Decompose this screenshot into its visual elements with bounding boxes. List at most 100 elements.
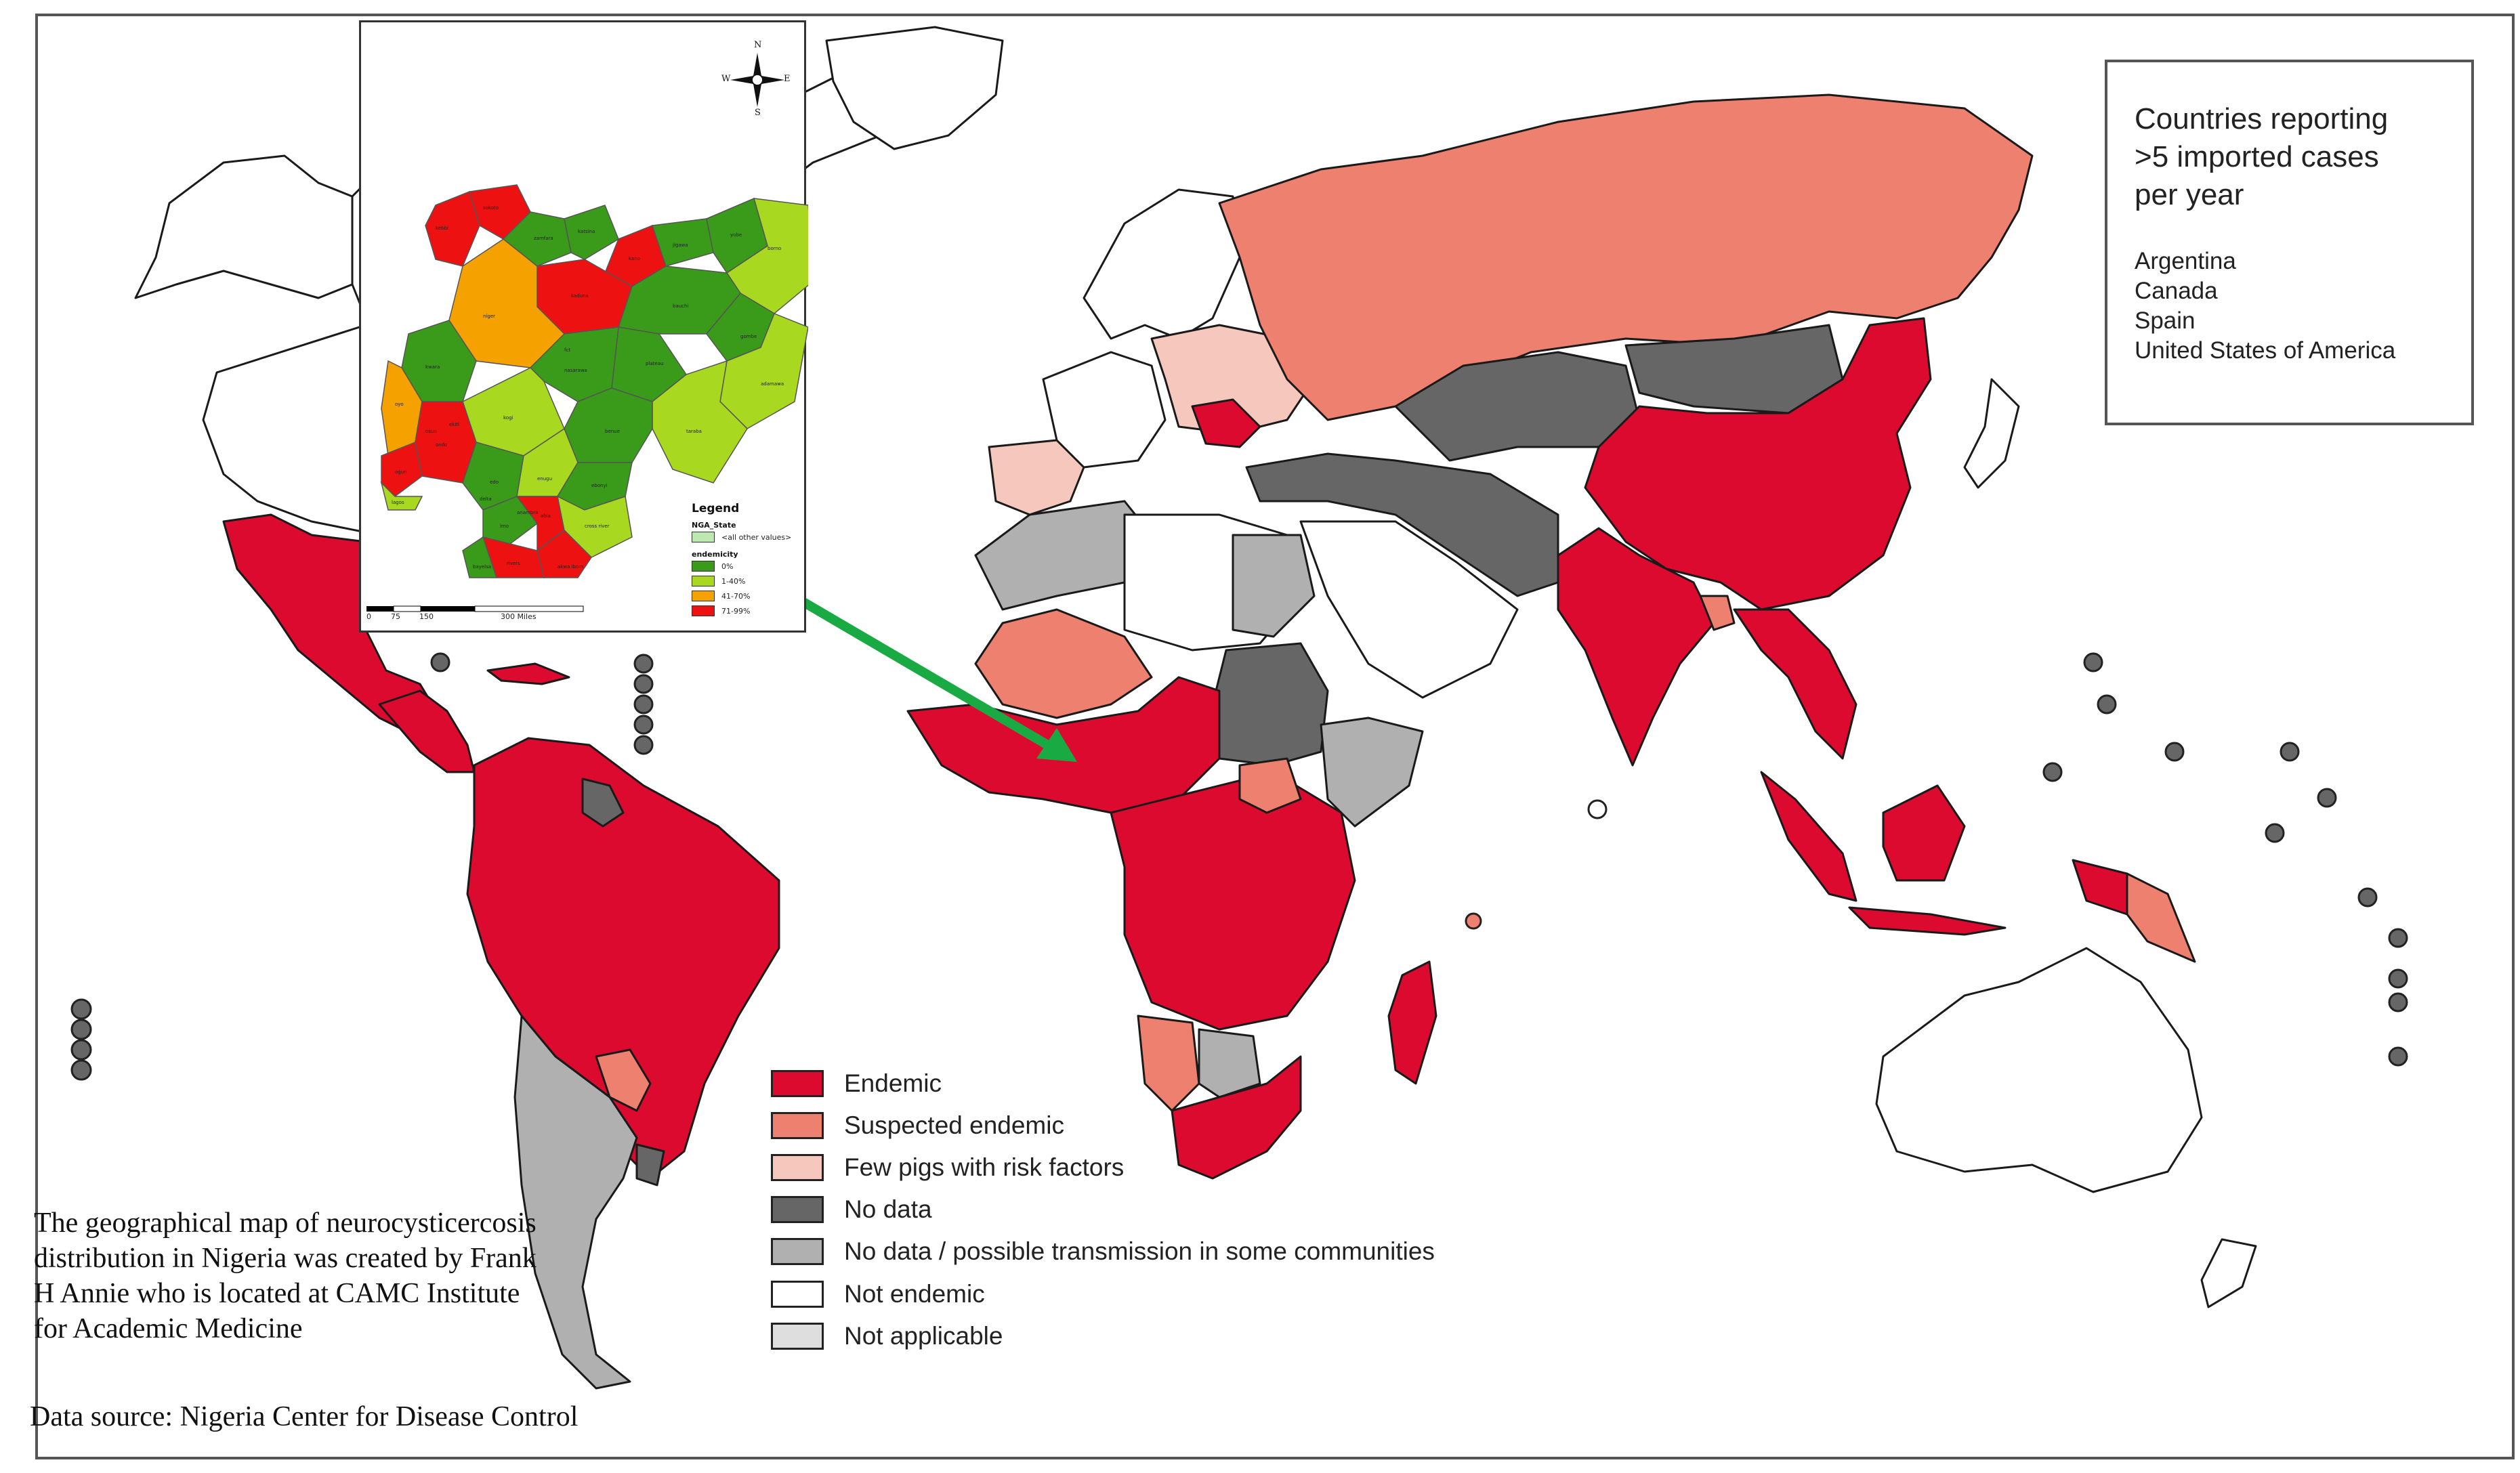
island-dot <box>2083 652 2103 673</box>
country-scandinavia <box>1083 188 1241 340</box>
scale-bar-segment <box>421 606 475 612</box>
imported-cases-title: Countries reporting >5 imported cases pe… <box>2135 102 2389 211</box>
country-paraguay <box>595 1048 652 1112</box>
imported-cases-country: Canada <box>2135 278 2218 304</box>
inset-legend-swatch <box>692 532 715 542</box>
legend-row: Suspected endemic <box>771 1111 1064 1140</box>
legend-swatch <box>771 1154 824 1181</box>
state-katsina <box>564 205 619 260</box>
inset-legend-label: 0% <box>721 561 734 571</box>
state-label: kwara <box>425 364 440 370</box>
state-label: ondo <box>436 442 448 448</box>
scale-bar-segment <box>474 605 584 612</box>
state-label: katsina <box>578 229 595 234</box>
island-dot <box>70 1059 92 1081</box>
inset-field-name: endemicity <box>692 550 738 559</box>
island-dot <box>633 714 654 735</box>
island-dot <box>2265 823 2285 843</box>
country-greenland <box>825 26 1004 150</box>
island-dot <box>633 674 654 694</box>
scale-bar-label: 0 <box>366 612 371 621</box>
state-label: imo <box>500 524 509 529</box>
state-lagos <box>380 481 423 511</box>
state-label: benue <box>605 429 620 434</box>
country-egypt <box>1232 534 1316 638</box>
island-dot <box>633 735 654 755</box>
country-romania <box>1191 398 1261 448</box>
legend-label: Endemic <box>844 1069 942 1097</box>
island-dot <box>2042 762 2063 782</box>
legend-swatch <box>771 1112 824 1139</box>
scale-bar-label: 75 <box>391 612 400 621</box>
island-dot <box>70 998 92 1020</box>
inset-legend-row: <all other values> <box>692 530 791 545</box>
country-bangladesh <box>1699 595 1736 631</box>
scale-bar-segment <box>393 605 421 612</box>
state-kebbi <box>425 190 480 267</box>
state-label: niger <box>483 314 496 319</box>
state-label: akwa ibom <box>558 564 584 570</box>
country-cuba <box>486 662 570 685</box>
country-sudan-chad <box>1211 642 1329 767</box>
imported-cases-country: Argentina <box>2135 248 2236 274</box>
inset-legend-row: 1-40% <box>692 574 791 589</box>
state-label: zamfara <box>534 236 553 241</box>
island-dot <box>2280 742 2300 762</box>
state-label: kogi <box>503 415 513 421</box>
island-dot <box>70 1019 92 1040</box>
island-dot <box>2164 742 2185 762</box>
imported-cases-country: Spain <box>2135 307 2196 334</box>
inset-layer-name: NGA_State <box>692 521 736 530</box>
state-label: kaduna <box>571 293 589 299</box>
legend-swatch <box>771 1196 824 1223</box>
legend-row: Not endemic <box>771 1279 985 1309</box>
state-label: bauchi <box>673 303 689 309</box>
state-ogun <box>381 441 423 497</box>
legend-label: No data <box>844 1195 932 1223</box>
inset-arrow-head <box>1036 728 1077 762</box>
country-south-america-north <box>466 737 780 1180</box>
inset-legend-label: <all other values> <box>721 532 792 542</box>
state-bayelsa <box>462 536 498 578</box>
state-label: ogun <box>395 469 407 475</box>
country-japan <box>1963 378 2020 489</box>
inset-arrow <box>770 579 1059 755</box>
inset-legend-swatch <box>692 561 715 572</box>
island-dot <box>70 1039 92 1061</box>
inset-legend: Legend NGA_State <all other values> ende… <box>692 502 791 618</box>
legend-label: Suspected endemic <box>844 1111 1064 1139</box>
state-label: sokoto <box>483 205 499 211</box>
island-dot <box>1587 799 1608 819</box>
state-label: abia <box>541 513 551 519</box>
country-madagascar <box>1387 960 1437 1085</box>
imported-cases-box: Countries reporting >5 imported cases pe… <box>2105 60 2474 425</box>
state-label: kebbi <box>436 226 448 231</box>
country-southeast-asia <box>1733 608 1857 760</box>
inset-legend-swatch <box>692 591 715 601</box>
country-new-zealand <box>2200 1238 2257 1308</box>
legend-label: Not applicable <box>844 1322 1003 1350</box>
state-label: oyo <box>395 402 404 407</box>
country-southern-africa <box>1171 1055 1302 1180</box>
legend-swatch <box>771 1070 824 1097</box>
state-label: enugu <box>537 476 553 482</box>
country-sumatra <box>1760 771 1857 902</box>
island-dot <box>1465 912 1482 930</box>
state-label: fct <box>564 347 571 353</box>
state-label: adamawa <box>761 381 784 387</box>
island-dot <box>633 694 654 714</box>
legend-row: Endemic <box>771 1069 942 1098</box>
country-namibia <box>1137 1015 1200 1112</box>
state-label: borno <box>768 246 782 251</box>
compass-east: E <box>784 74 791 84</box>
country-uruguay <box>635 1143 665 1187</box>
state-label: ekiti <box>449 422 459 427</box>
country-papua-new-guinea <box>2126 872 2196 963</box>
country-new-guinea-west <box>2072 859 2128 916</box>
legend-swatch <box>771 1281 824 1308</box>
nigeria-states-map <box>366 184 808 612</box>
country-uganda-sudan-south <box>1238 757 1302 814</box>
inset-legend-classes: 0% 1-40% 41-70% 71-99% <box>692 559 791 618</box>
compass-north: N <box>754 40 762 50</box>
country-central-africa <box>1110 771 1356 1031</box>
